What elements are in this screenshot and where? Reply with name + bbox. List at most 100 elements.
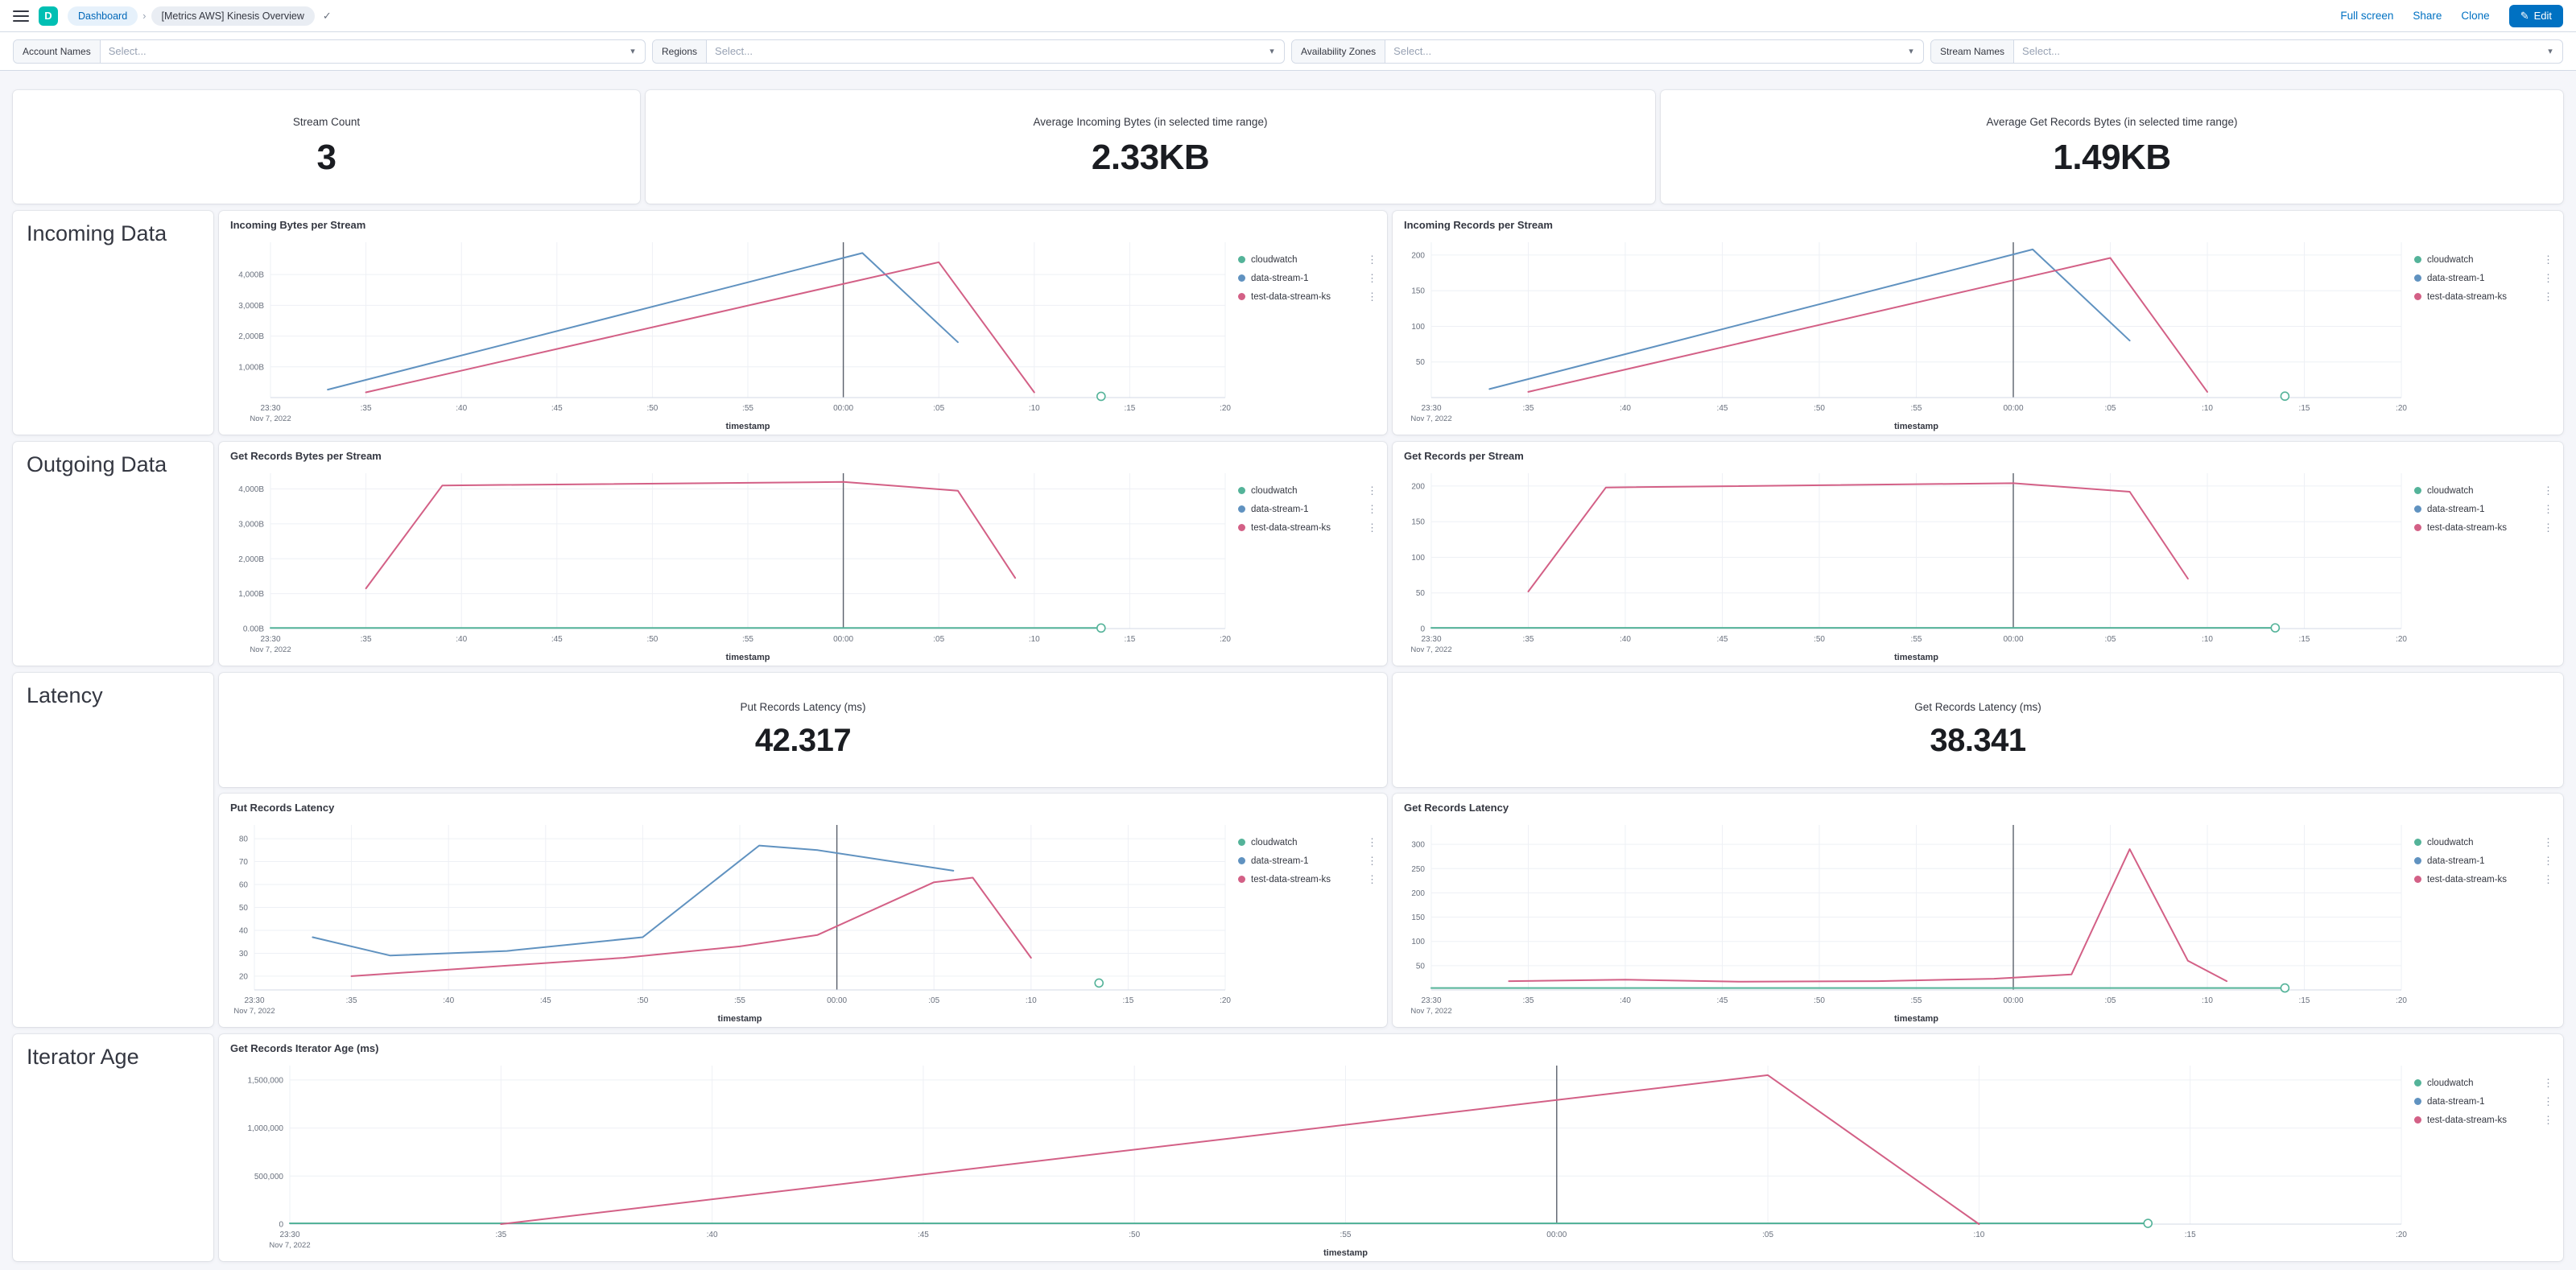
svg-text:250: 250 [1411, 865, 1425, 874]
chart-legend: cloudwatch ⋮ data-stream-1 ⋮ test-data-strea… [2414, 464, 2563, 666]
chart-plot-area[interactable]: 23:30 Nov 7, 2022:35:40:45:50:55 00:00:05:… [1393, 233, 2414, 435]
legend-item-test-data-stream-ks[interactable]: test-data-stream-ks ⋮ [1238, 870, 1377, 889]
legend-item-cloudwatch[interactable]: cloudwatch ⋮ [1238, 250, 1377, 269]
svg-text:150: 150 [1411, 518, 1425, 527]
legend-actions-icon[interactable]: ⋮ [2543, 290, 2553, 303]
legend-item-test-data-stream-ks[interactable]: test-data-stream-ks ⋮ [2414, 287, 2553, 306]
svg-text::35: :35 [1523, 996, 1534, 1005]
legend-actions-icon[interactable]: ⋮ [2543, 854, 2553, 867]
legend-item-test-data-stream-ks[interactable]: test-data-stream-ks ⋮ [2414, 870, 2553, 889]
legend-item-data-stream-1[interactable]: data-stream-1 ⋮ [1238, 269, 1377, 287]
chart-plot-area[interactable]: 23:30 Nov 7, 2022:35:40:45:50:55 00:00:05:… [1393, 815, 2414, 1027]
breadcrumb: Dashboard › [Metrics AWS] Kinesis Overvi… [68, 6, 332, 26]
legend-item-data-stream-1[interactable]: data-stream-1 ⋮ [2414, 269, 2553, 287]
share-link[interactable]: Share [2413, 10, 2442, 22]
legend-actions-icon[interactable]: ⋮ [1367, 854, 1377, 867]
chevron-down-icon[interactable]: ▾ [630, 47, 635, 56]
chart-plot-area[interactable]: 23:30 Nov 7, 2022:35:40:45:50:55 00:00:05:… [219, 233, 1238, 435]
regions-select[interactable]: Select... [715, 45, 753, 57]
legend-actions-icon[interactable]: ⋮ [2543, 253, 2553, 266]
legend-label: cloudwatch [1251, 837, 1298, 847]
svg-text::50: :50 [1129, 1231, 1140, 1239]
legend-actions-icon[interactable]: ⋮ [2543, 521, 2553, 534]
legend-actions-icon[interactable]: ⋮ [2543, 872, 2553, 885]
series-dot-icon [2414, 1116, 2421, 1124]
account-names-select[interactable]: Select... [108, 45, 147, 57]
legend-item-cloudwatch[interactable]: cloudwatch ⋮ [2414, 1074, 2553, 1092]
clone-link[interactable]: Clone [2461, 10, 2490, 22]
legend-item-data-stream-1[interactable]: data-stream-1 ⋮ [2414, 1092, 2553, 1111]
legend-item-data-stream-1[interactable]: data-stream-1 ⋮ [1238, 851, 1377, 870]
legend-label: test-data-stream-ks [2427, 291, 2508, 302]
legend-item-cloudwatch[interactable]: cloudwatch ⋮ [2414, 250, 2553, 269]
legend-item-test-data-stream-ks[interactable]: test-data-stream-ks ⋮ [2414, 518, 2553, 537]
series-dot-icon [2414, 876, 2421, 883]
legend-item-test-data-stream-ks[interactable]: test-data-stream-ks ⋮ [2414, 1111, 2553, 1129]
dashboard-grid: Stream Count 3 Average Incoming Bytes (i… [0, 71, 2576, 1269]
legend-actions-icon[interactable]: ⋮ [1367, 872, 1377, 885]
panel-incoming-records-per-stream: Incoming Records per Stream 23:30 Nov 7, 2… [1393, 211, 2563, 435]
chevron-down-icon[interactable]: ▾ [2548, 47, 2553, 56]
breadcrumb-dashboard[interactable]: Dashboard [68, 6, 138, 26]
chevron-right-icon: › [142, 10, 147, 22]
series-dot-icon [2414, 487, 2421, 494]
legend-label: data-stream-1 [1251, 273, 1309, 283]
breadcrumb-dashboard-title[interactable]: [Metrics AWS] Kinesis Overview [151, 6, 315, 26]
chevron-down-icon[interactable]: ▾ [1909, 47, 1913, 56]
legend-item-test-data-stream-ks[interactable]: test-data-stream-ks ⋮ [1238, 287, 1377, 306]
legend-actions-icon[interactable]: ⋮ [1367, 484, 1377, 497]
legend-actions-icon[interactable]: ⋮ [1367, 502, 1377, 515]
svg-text:timestamp: timestamp [717, 1014, 762, 1024]
legend-item-cloudwatch[interactable]: cloudwatch ⋮ [1238, 833, 1377, 851]
legend-actions-icon[interactable]: ⋮ [2543, 271, 2553, 284]
svg-text::15: :15 [1124, 404, 1135, 413]
chart-legend: cloudwatch ⋮ data-stream-1 ⋮ test-data-strea… [1238, 815, 1387, 1027]
full-screen-link[interactable]: Full screen [2340, 10, 2394, 22]
svg-text:50: 50 [1416, 589, 1426, 598]
legend-item-cloudwatch[interactable]: cloudwatch ⋮ [2414, 481, 2553, 500]
get-records-latency-metric: Get Records Latency (ms) 38.341 [1393, 673, 2563, 787]
legend-actions-icon[interactable]: ⋮ [2543, 1113, 2553, 1126]
chevron-down-icon[interactable]: ▾ [1269, 47, 1274, 56]
legend-label: data-stream-1 [2427, 504, 2485, 514]
stream-names-select[interactable]: Select... [2022, 45, 2060, 57]
legend-item-cloudwatch[interactable]: cloudwatch ⋮ [2414, 833, 2553, 851]
legend-item-data-stream-1[interactable]: data-stream-1 ⋮ [2414, 851, 2553, 870]
legend-actions-icon[interactable]: ⋮ [1367, 835, 1377, 848]
metric-title: Stream Count [292, 116, 361, 128]
legend-actions-icon[interactable]: ⋮ [1367, 271, 1377, 284]
svg-text:50: 50 [239, 904, 249, 913]
legend-actions-icon[interactable]: ⋮ [2543, 1076, 2553, 1089]
svg-text:100: 100 [1411, 938, 1425, 946]
legend-item-test-data-stream-ks[interactable]: test-data-stream-ks ⋮ [1238, 518, 1377, 537]
legend-actions-icon[interactable]: ⋮ [2543, 835, 2553, 848]
legend-item-data-stream-1[interactable]: data-stream-1 ⋮ [1238, 500, 1377, 518]
legend-actions-icon[interactable]: ⋮ [2543, 1095, 2553, 1107]
chart-plot-area[interactable]: 23:30 Nov 7, 2022:35:40:45:50:55 00:00:05:… [219, 464, 1238, 666]
edit-button[interactable]: ✎ Edit [2508, 4, 2563, 27]
legend-item-cloudwatch[interactable]: cloudwatch ⋮ [1238, 481, 1377, 500]
space-avatar[interactable]: D [39, 6, 58, 26]
svg-text::50: :50 [646, 635, 658, 644]
svg-text:23:30: 23:30 [1421, 635, 1441, 644]
svg-text::40: :40 [443, 996, 454, 1005]
chart-plot-area[interactable]: 23:30 Nov 7, 2022:35:40:45:50:55 00:00:05:… [219, 1056, 2414, 1261]
legend-actions-icon[interactable]: ⋮ [2543, 484, 2553, 497]
legend-actions-icon[interactable]: ⋮ [2543, 502, 2553, 515]
legend-actions-icon[interactable]: ⋮ [1367, 521, 1377, 534]
svg-text::15: :15 [2185, 1231, 2196, 1239]
chart-plot-area[interactable]: 23:30 Nov 7, 2022:35:40:45:50:55 00:00:05:… [219, 815, 1238, 1027]
availability-zones-select[interactable]: Select... [1393, 45, 1432, 57]
legend-actions-icon[interactable]: ⋮ [1367, 290, 1377, 303]
svg-text:Nov 7, 2022: Nov 7, 2022 [250, 414, 291, 423]
menu-icon[interactable] [13, 10, 29, 22]
legend-item-data-stream-1[interactable]: data-stream-1 ⋮ [2414, 500, 2553, 518]
svg-text:2,000B: 2,000B [238, 332, 264, 341]
series-dot-icon [1238, 505, 1245, 513]
legend-label: cloudwatch [1251, 485, 1298, 496]
chart-title: Get Records Latency [1404, 802, 1509, 814]
legend-actions-icon[interactable]: ⋮ [1367, 253, 1377, 266]
chart-plot-area[interactable]: 23:30 Nov 7, 2022:35:40:45:50:55 00:00:05:… [1393, 464, 2414, 666]
